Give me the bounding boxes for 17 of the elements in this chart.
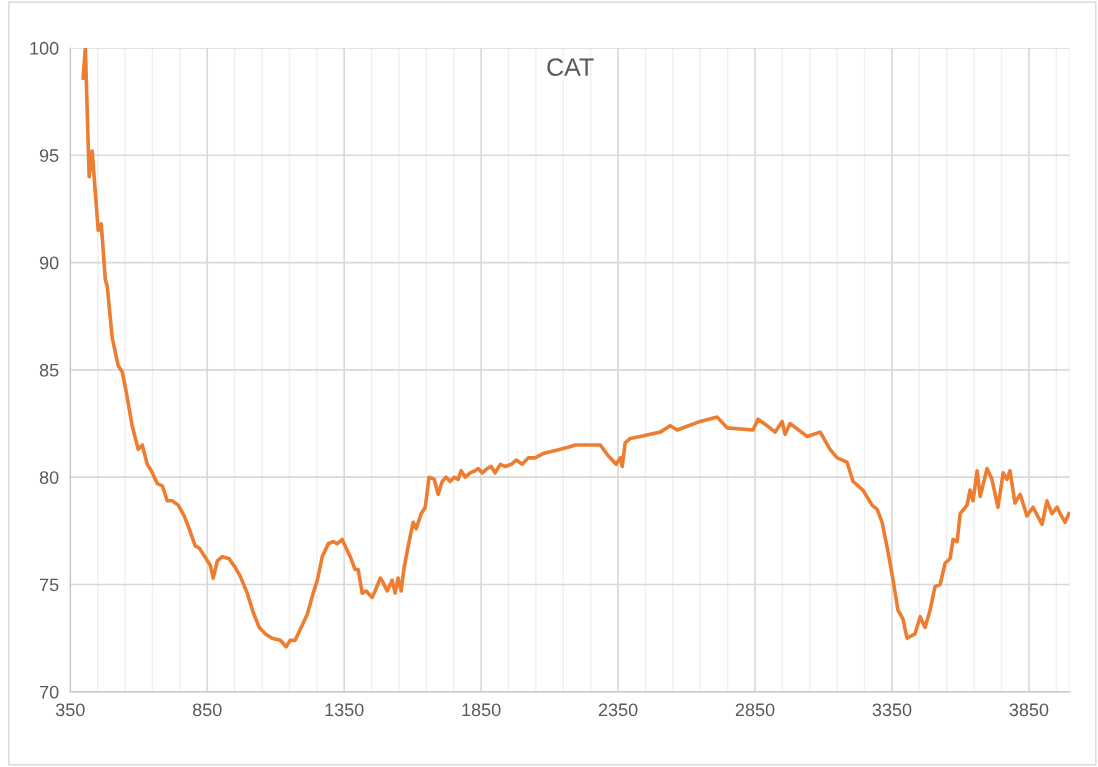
x-tick-label: 1350	[325, 703, 364, 717]
x-tick-label: 2850	[735, 703, 775, 717]
y-tick-label: 70	[40, 685, 59, 699]
y-tick-label: 95	[39, 149, 59, 162]
x-tick-label: 3350	[872, 703, 912, 717]
x-tick-label: 3850	[1009, 703, 1049, 717]
x-tick-label: 1850	[462, 703, 501, 717]
y-tick-label: 80	[39, 471, 59, 484]
x-tick-label: 350	[55, 703, 85, 717]
chart-title: CAT	[547, 58, 594, 76]
y-tick-label: 100	[30, 41, 59, 55]
y-tick-label: 75	[40, 578, 59, 592]
y-tick-label: 90	[39, 256, 59, 270]
x-tick-label: 850	[192, 703, 222, 717]
x-tick-label: 2350	[598, 703, 638, 717]
y-tick-label: 85	[39, 363, 59, 377]
line-series	[81, 47, 1070, 649]
